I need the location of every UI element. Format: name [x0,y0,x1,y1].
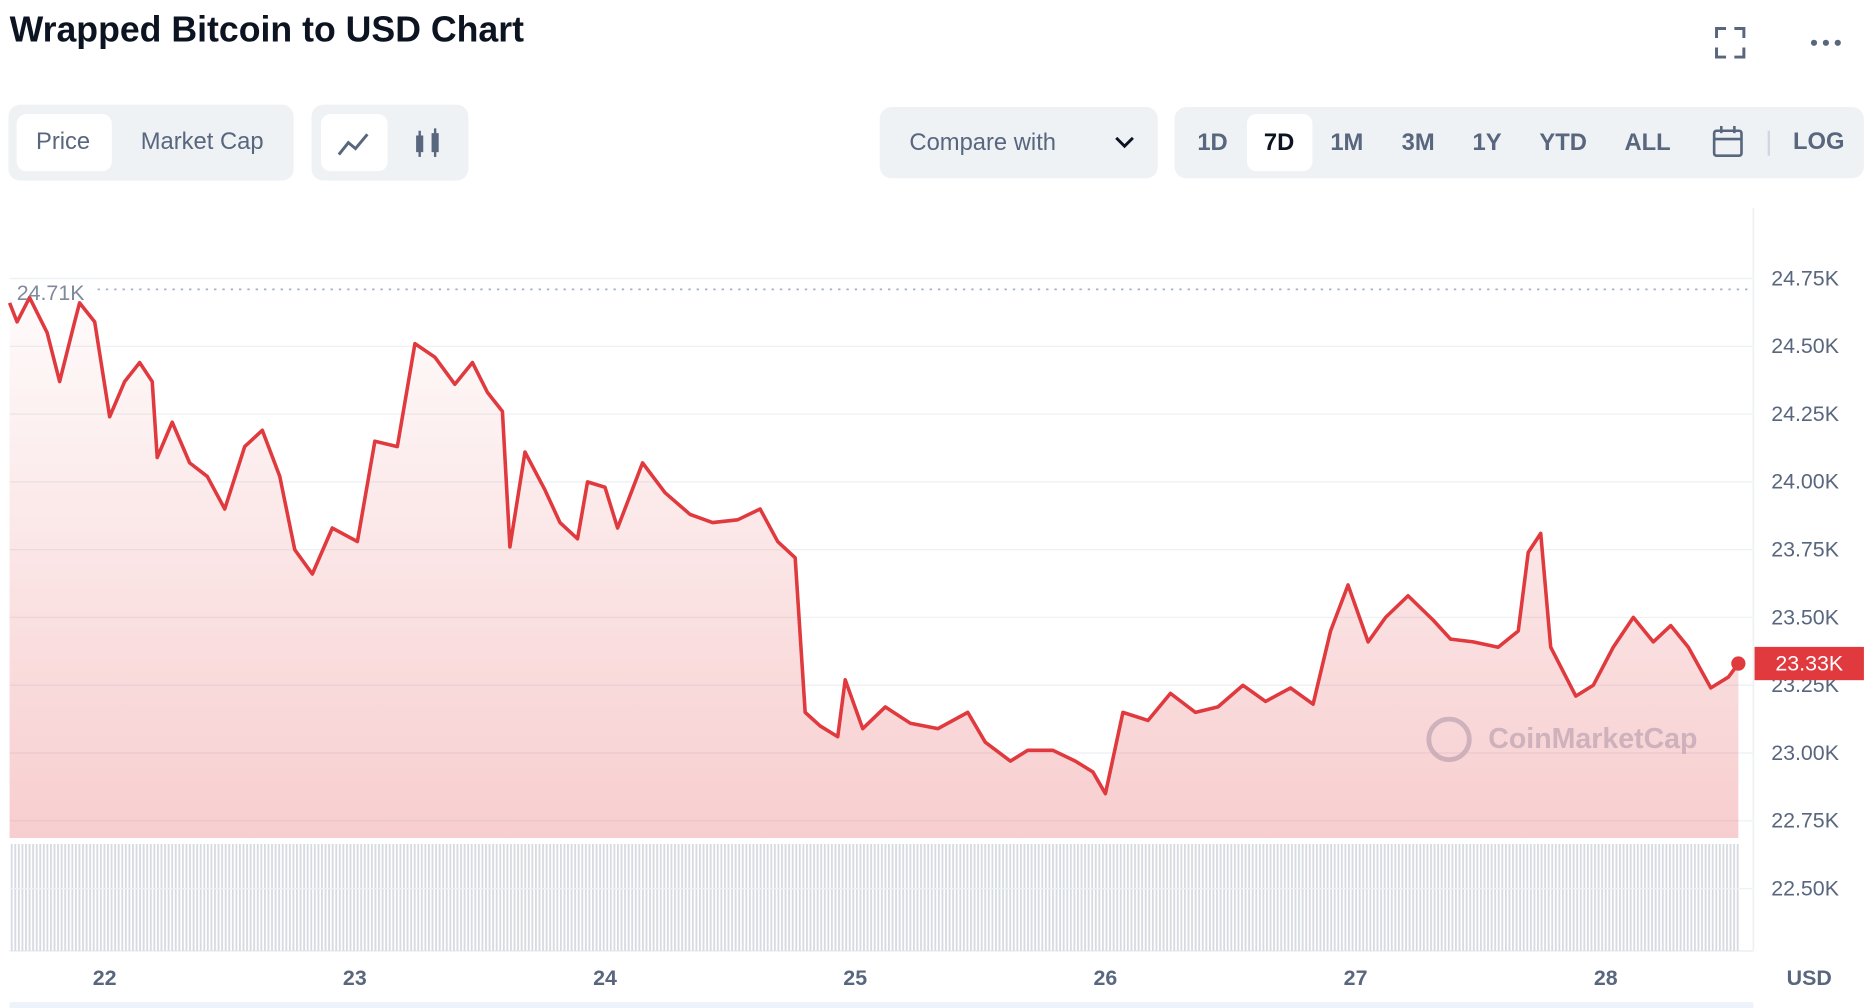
x-tick-label: 28 [1594,966,1618,990]
y-tick-label: 22.75K [1771,809,1839,833]
y-tick-label: 24.75K [1771,266,1839,290]
title: Wrapped Bitcoin to USD Chart [10,10,525,50]
more-icon[interactable] [1810,39,1841,46]
range-button[interactable]: 7D [1264,129,1294,156]
calendar-icon[interactable] [1712,126,1743,158]
last-label: 23.33K [1775,651,1843,675]
axis-label: USD [1787,966,1832,990]
chevron [1115,136,1134,149]
area [9,297,1739,839]
range-group [1174,106,1864,179]
last-badge [1754,646,1864,681]
tab[interactable]: Price [36,128,90,155]
range-button[interactable]: 3M [1402,129,1435,156]
y-tick-label: 24.00K [1771,470,1839,494]
y-tick-label: 23.75K [1771,538,1839,562]
y-tick-label: 24.50K [1771,334,1839,358]
range-button[interactable]: ALL [1624,129,1670,156]
x-tick-label: 26 [1094,966,1118,990]
range-button[interactable]: 1D [1197,129,1227,156]
line-icon [337,133,369,156]
x-tick-label: 25 [843,966,867,990]
range-active[interactable] [1247,114,1313,172]
y-tick-label: 23.00K [1771,741,1839,765]
x-tick-label: 23 [343,966,367,990]
range-button[interactable]: YTD [1539,129,1587,156]
log-button[interactable]: LOG [1793,128,1845,155]
compare-label: Compare with [909,129,1056,156]
price-line [7,295,1740,796]
fullscreen-icon[interactable] [1715,27,1746,59]
high-label: 24.71K [17,281,85,305]
line-button[interactable] [321,114,388,172]
y-tick-label: 24.25K [1771,402,1839,426]
x-tick-label: 24 [593,966,617,990]
range-button[interactable]: 1M [1330,129,1363,156]
tab[interactable]: Market Cap [141,128,264,155]
x-tick-label: 27 [1344,966,1368,990]
y-tick-label: 22.50K [1771,876,1839,900]
volume-bars [9,843,1740,951]
range-button[interactable]: 1Y [1473,129,1502,156]
y-tick-label: 23.50K [1771,605,1839,629]
x-tick-label: 22 [93,966,117,990]
scrollbar [9,1002,1754,1008]
candle-icon[interactable] [416,128,439,157]
compare-select[interactable] [879,106,1158,179]
tab-active[interactable] [16,114,112,172]
last-dot [1731,656,1746,671]
